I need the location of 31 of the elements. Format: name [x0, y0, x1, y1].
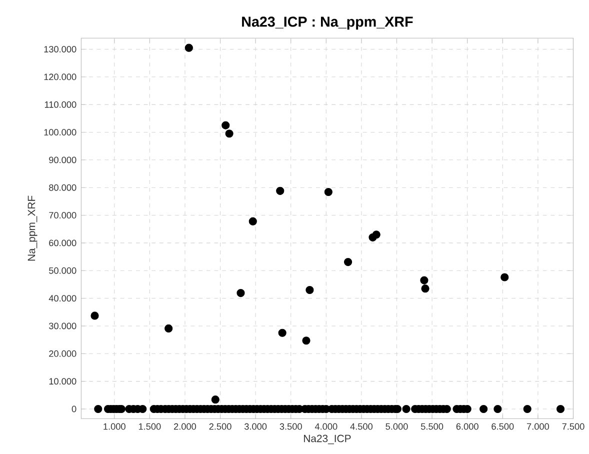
y-tick-label: 60.000	[49, 240, 76, 246]
x-tick-label: 5.000	[386, 423, 408, 430]
x-tick-label: 7.000	[526, 423, 550, 430]
y-tick-label: 130.000	[44, 46, 76, 52]
y-tick-label: 70.000	[49, 212, 76, 219]
x-tick-label: 1.500	[138, 423, 161, 430]
y-tick-label: 90.000	[49, 156, 76, 164]
y-tick-label: 110.000	[44, 101, 76, 108]
y-tick-label: 100.000	[44, 129, 76, 136]
x-tick-label: 6.500	[492, 423, 514, 430]
x-tick-label: 1.000	[104, 423, 126, 430]
x-tick-label: 2.000	[174, 423, 196, 430]
y-tick-label: 40.000	[48, 295, 76, 302]
y-tick-label: 10.000	[49, 378, 76, 385]
x-tick-label: 3.000	[244, 423, 267, 430]
y-tick-label: 20.000	[49, 350, 76, 357]
x-tick-label: 2.500	[209, 423, 232, 430]
y-tick-label: 50.000	[49, 267, 76, 274]
x-tick-label: 6.000	[456, 423, 478, 430]
y-tick-label: 120.000	[44, 74, 76, 80]
x-tick-label: 4.000	[314, 423, 338, 430]
x-tick-label: 3.500	[280, 423, 302, 430]
y-axis-title: Na_ppm_XRF	[28, 196, 38, 261]
x-tick-label: 4.500	[350, 423, 373, 430]
y-tick-label: 0	[72, 406, 76, 412]
x-tick-label: 5.500	[420, 423, 444, 430]
y-tick-label: 80.000	[49, 184, 76, 191]
y-tick-label: 30.000	[49, 322, 76, 330]
x-tick-label: 7.500	[562, 423, 584, 430]
chart-title: Na23_ICP : Na_ppm_XRF	[242, 16, 413, 30]
x-axis-title: Na23_ICP	[304, 434, 351, 444]
